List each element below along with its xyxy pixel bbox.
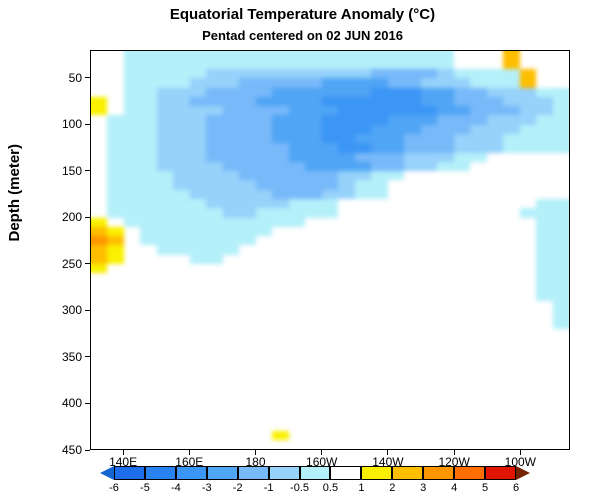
colorbar-cell	[145, 466, 176, 480]
y-axis-label: Depth (meter)	[6, 144, 23, 242]
colorbar-tick-label: -0.5	[290, 482, 309, 494]
colorbar-cell	[330, 466, 361, 480]
y-tick-mark	[85, 403, 90, 404]
colorbar-cell	[423, 466, 454, 480]
colorbar-cell	[300, 466, 331, 480]
y-tick-label: 300	[42, 303, 82, 317]
chart-subtitle: Pentad centered on 02 JUN 2016	[0, 28, 605, 43]
colorbar-tick-label: 0.5	[323, 482, 338, 494]
x-tick-mark	[255, 450, 256, 455]
y-tick-label: 450	[42, 443, 82, 457]
colorbar-cell	[176, 466, 207, 480]
colorbar-cell	[269, 466, 300, 480]
colorbar-tick-label: 4	[451, 482, 457, 494]
y-tick-label: 350	[42, 350, 82, 364]
x-tick-mark	[454, 450, 455, 455]
colorbar-tick-label: -5	[140, 482, 150, 494]
colorbar-arrow-left	[100, 466, 114, 480]
colorbar-tick-label: -2	[233, 482, 243, 494]
x-tick-mark	[189, 450, 190, 455]
y-tick-mark	[85, 77, 90, 78]
colorbar-tick-label: 2	[389, 482, 395, 494]
colorbar-tick-label: -1	[264, 482, 274, 494]
y-tick-label: 400	[42, 396, 82, 410]
colorbar-tick-label: 3	[420, 482, 426, 494]
y-tick-mark	[85, 450, 90, 451]
y-tick-label: 250	[42, 257, 82, 271]
x-tick-mark	[123, 450, 124, 455]
colorbar-tick-label: 6	[513, 482, 519, 494]
colorbar-cell	[485, 466, 516, 480]
colorbar-tick-label: -6	[109, 482, 119, 494]
colorbar-arrow-right	[516, 466, 530, 480]
y-tick-label: 200	[42, 210, 82, 224]
y-tick-label: 50	[42, 71, 82, 85]
x-tick-mark	[321, 450, 322, 455]
colorbar-cell	[114, 466, 145, 480]
y-tick-label: 150	[42, 164, 82, 178]
colorbar-cell	[238, 466, 269, 480]
colorbar-cell	[392, 466, 423, 480]
colorbar	[100, 466, 530, 480]
colorbar-tick-label: -4	[171, 482, 181, 494]
y-tick-mark	[85, 217, 90, 218]
x-tick-mark	[520, 450, 521, 455]
y-tick-mark	[85, 124, 90, 125]
x-tick-mark	[387, 450, 388, 455]
colorbar-cell	[207, 466, 238, 480]
colorbar-tick-label: 1	[358, 482, 364, 494]
y-tick-label: 100	[42, 117, 82, 131]
colorbar-tick-label: 5	[482, 482, 488, 494]
y-tick-mark	[85, 310, 90, 311]
y-tick-mark	[85, 170, 90, 171]
y-tick-mark	[85, 356, 90, 357]
colorbar-cell	[454, 466, 485, 480]
plot-frame	[90, 50, 570, 450]
y-tick-mark	[85, 263, 90, 264]
chart-title: Equatorial Temperature Anomaly (°C)	[0, 6, 605, 23]
colorbar-tick-label: -3	[202, 482, 212, 494]
colorbar-cell	[361, 466, 392, 480]
